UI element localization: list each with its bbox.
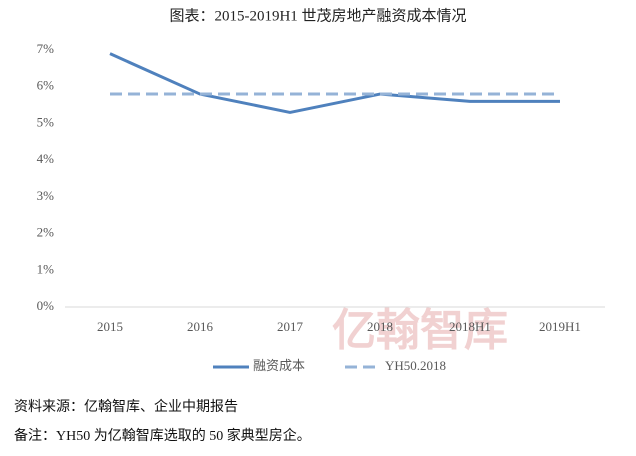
x-tick-label: 2016 [187,319,214,334]
y-tick-label: 5% [37,114,55,129]
y-tick-label: 6% [37,78,55,93]
watermark: 亿翰智库 [332,305,508,356]
source-note: 资料来源：亿翰智库、企业中期报告 [14,398,238,415]
y-tick-label: 1% [37,261,55,276]
y-tick-label: 7% [37,41,55,56]
x-tick-label: 2019H1 [539,319,581,334]
x-tick-label: 2018 [367,319,393,334]
y-tick-label: 2% [37,225,55,240]
x-tick-label: 2017 [277,319,304,334]
y-tick-label: 4% [37,151,55,166]
remark-note: 备注：YH50 为亿翰智库选取的 50 家典型房企。 [14,427,311,444]
series-line [109,52,560,114]
chart-title: 图表：2015-2019H1 世茂房地产融资成本情况 [169,7,466,24]
x-tick-label: 2018H1 [449,319,491,334]
legend-label: YH50.2018 [385,358,446,373]
y-tick-label: 0% [37,298,55,313]
legend-label: 融资成本 [253,358,305,373]
y-tick-label: 3% [37,188,55,203]
x-tick-label: 2015 [97,319,123,334]
